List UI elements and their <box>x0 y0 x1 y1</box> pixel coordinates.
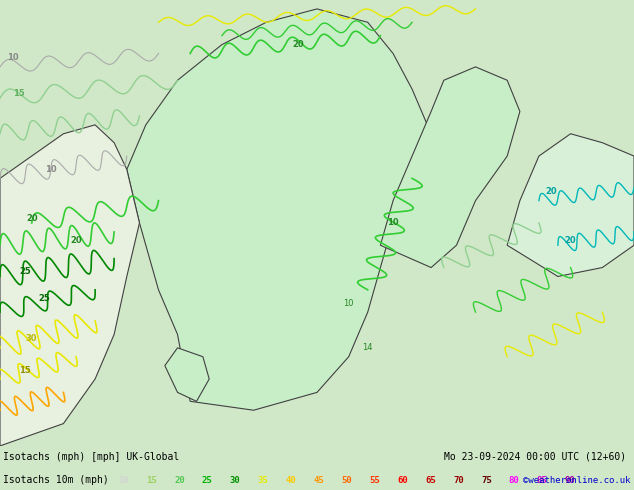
Text: 20: 20 <box>546 187 557 196</box>
Text: 10: 10 <box>387 219 399 227</box>
Text: 75: 75 <box>481 476 491 485</box>
Text: 20: 20 <box>174 476 184 485</box>
Text: Mo 23-09-2024 00:00 UTC (12+60): Mo 23-09-2024 00:00 UTC (12+60) <box>444 452 626 462</box>
Text: 10: 10 <box>7 53 18 62</box>
Text: 20: 20 <box>70 236 82 245</box>
Polygon shape <box>165 348 209 401</box>
Text: 20: 20 <box>26 214 37 223</box>
Text: 65: 65 <box>425 476 436 485</box>
Text: 10: 10 <box>45 165 56 174</box>
Text: 70: 70 <box>453 476 463 485</box>
Text: 30: 30 <box>230 476 240 485</box>
Text: 60: 60 <box>398 476 408 485</box>
Polygon shape <box>380 67 520 268</box>
Text: 50: 50 <box>342 476 352 485</box>
Polygon shape <box>0 125 139 446</box>
Text: 20: 20 <box>565 236 576 245</box>
Text: 25: 25 <box>39 294 50 303</box>
Text: 55: 55 <box>370 476 380 485</box>
Text: 90: 90 <box>565 476 575 485</box>
Text: 20: 20 <box>292 40 304 49</box>
Text: 40: 40 <box>286 476 296 485</box>
Text: 45: 45 <box>314 476 324 485</box>
Text: 80: 80 <box>509 476 519 485</box>
Text: 35: 35 <box>258 476 268 485</box>
Text: 14: 14 <box>363 343 373 352</box>
Text: 25: 25 <box>20 268 31 276</box>
Text: ©weatheronline.co.uk: ©weatheronline.co.uk <box>523 476 631 485</box>
Text: 10: 10 <box>119 476 129 485</box>
Polygon shape <box>507 134 634 276</box>
Polygon shape <box>127 9 431 410</box>
Text: Isotachs 10m (mph): Isotachs 10m (mph) <box>3 475 109 485</box>
Text: 25: 25 <box>202 476 212 485</box>
Text: 30: 30 <box>26 334 37 343</box>
Text: 15: 15 <box>146 476 157 485</box>
Text: 15: 15 <box>20 366 31 374</box>
Text: 10: 10 <box>344 299 354 308</box>
Text: 85: 85 <box>537 476 547 485</box>
Text: Isotachs (mph) [mph] UK-Global: Isotachs (mph) [mph] UK-Global <box>3 452 179 462</box>
Text: 15: 15 <box>13 89 25 98</box>
